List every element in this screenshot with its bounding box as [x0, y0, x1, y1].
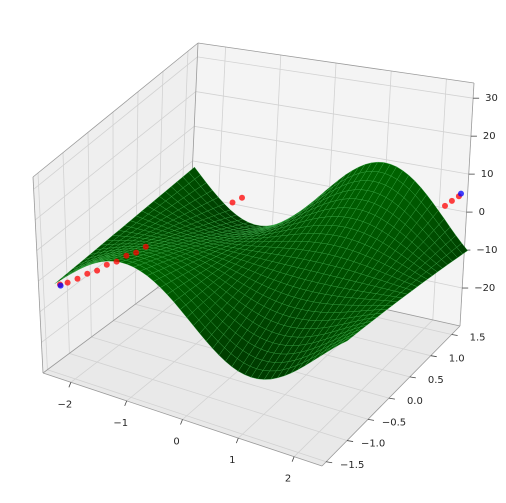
- surface-face: [339, 336, 353, 345]
- x-tick: [291, 456, 295, 462]
- scatter-point: [57, 282, 64, 289]
- z-tick-label: 0: [479, 207, 485, 218]
- scatter-point: [113, 258, 120, 265]
- x-tick-label: −1: [113, 418, 128, 429]
- z-tick-label: 10: [481, 169, 494, 180]
- pane-left: [33, 43, 198, 373]
- z-tick-label: −20: [474, 283, 495, 294]
- y-tick-label: 0.0: [407, 396, 423, 407]
- scatter-points-front: [57, 243, 149, 289]
- z-tick-label: −10: [476, 245, 497, 256]
- z-tick-label: 30: [485, 93, 498, 104]
- scatter-point: [142, 243, 149, 250]
- x-tick: [68, 382, 72, 388]
- scatter-point: [123, 252, 130, 259]
- scatter-point: [103, 261, 110, 268]
- y-tick-label: 1.0: [449, 354, 465, 365]
- pane-edge: [32, 42, 199, 178]
- x-tick-label: −2: [58, 399, 73, 410]
- scatter-point: [133, 249, 140, 256]
- x-tick-label: 0: [173, 437, 179, 448]
- pane-edge: [459, 82, 475, 327]
- scatter-point: [442, 202, 448, 209]
- y-tick: [326, 461, 333, 464]
- y-tick: [347, 440, 354, 442]
- y-tick-label: −0.5: [382, 417, 406, 428]
- x-tick: [124, 400, 128, 407]
- pane-edge: [197, 42, 475, 84]
- scatter-point: [74, 275, 81, 282]
- x-tick: [180, 419, 183, 425]
- y-tick-label: 1.5: [470, 333, 486, 344]
- scatter-point: [84, 270, 91, 277]
- scatter-point: [94, 267, 101, 274]
- scatter-point: [229, 199, 236, 206]
- scatter-point: [239, 194, 245, 201]
- x-tick-label: 2: [285, 474, 291, 485]
- pane-edge: [32, 176, 44, 374]
- y-tick: [451, 334, 458, 336]
- scatter-point: [458, 190, 464, 197]
- y-tick: [409, 376, 416, 379]
- pane-edge: [321, 325, 461, 467]
- y-tick: [367, 418, 375, 421]
- z-tick-label: 20: [483, 131, 496, 142]
- y-tick-label: 0.5: [428, 375, 444, 386]
- scatter-point: [64, 279, 71, 286]
- surface-mesh: [54, 161, 468, 380]
- y-tick: [388, 397, 395, 400]
- scatter-point: [448, 197, 455, 204]
- tick-marks: [68, 97, 480, 464]
- x-tick: [235, 437, 239, 444]
- y-tick: [430, 355, 437, 358]
- y-tick-label: −1.5: [340, 460, 364, 471]
- y-tick-label: −1.0: [361, 439, 385, 450]
- x-tick-label: 1: [229, 455, 235, 466]
- tick-labels: −2−1012−1.5−1.0−0.50.00.51.01.5−20−10010…: [58, 93, 498, 485]
